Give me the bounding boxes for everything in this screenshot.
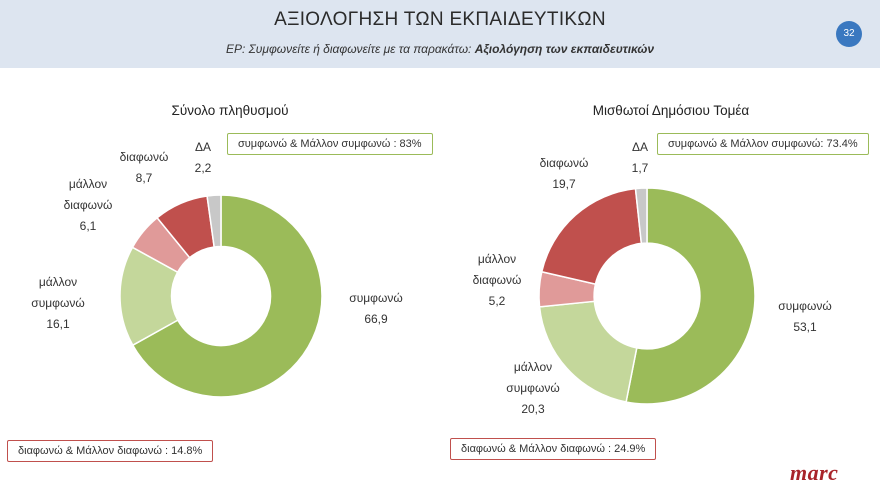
chart-1-slice-agree <box>131 194 323 398</box>
chart-1-label-agree: συμφωνώ 66,9 <box>336 288 416 330</box>
chart-1-category-rather-disagree: μάλλον διαφωνώ <box>63 177 113 212</box>
chart-1-value-dk: 2,2 <box>194 161 212 175</box>
chart-2-value-agree: 53,1 <box>793 320 817 334</box>
chart-1-label-dk: ΔΑ 2,2 <box>183 137 223 179</box>
chart-1-label-rather-disagree: μάλλον διαφωνώ 6,1 <box>53 174 123 237</box>
chart-1-value-rather-disagree: 6,1 <box>79 219 97 233</box>
chart-2-label-dk: ΔΑ 1,7 <box>620 137 660 179</box>
page-number-badge: 32 <box>836 21 862 47</box>
chart-1-slice-dk <box>206 194 222 248</box>
question-subtitle: ΕΡ: Συμφωνείτε ή διαφωνείτε με τα παρακά… <box>0 42 880 56</box>
chart-1-agree-box: συμφωνώ & Μάλλον συμφωνώ : 83% <box>227 133 433 155</box>
chart-1-label-disagree: διαφωνώ 8,7 <box>109 147 179 189</box>
chart-2-title: Μισθωτοί Δημόσιου Τομέα <box>592 103 750 118</box>
chart-2-slice-disagree <box>540 187 643 286</box>
chart-2-value-rather-agree: 20,3 <box>521 402 545 416</box>
subtitle-prefix: ΕΡ: Συμφωνείτε ή διαφωνείτε με τα παρακά… <box>225 42 472 56</box>
chart-2-value-disagree: 19,7 <box>552 177 576 191</box>
chart-2-slice-agree <box>625 187 756 405</box>
chart-2-slice-dk <box>634 187 648 245</box>
chart-2-value-dk: 1,7 <box>631 161 649 175</box>
chart-1-title: Σύνολο πληθυσμού <box>171 103 289 118</box>
chart-1-category-dk: ΔΑ <box>194 140 212 154</box>
chart-1-category-agree: συμφωνώ <box>349 291 403 305</box>
chart-2-donut <box>538 187 756 405</box>
chart-1-value-rather-agree: 16,1 <box>46 317 70 331</box>
chart-1-value-agree: 66,9 <box>364 312 388 326</box>
subtitle-bold: Αξιολόγηση των εκπαιδευτικών <box>474 42 655 56</box>
chart-1-category-rather-agree: μάλλον συμφωνώ <box>31 275 85 310</box>
chart-1-value-disagree: 8,7 <box>135 171 153 185</box>
page-title: ΑΞΙΟΛΟΓΗΣΗ ΤΩΝ ΕΚΠΑΙΔΕΥΤΙΚΩΝ <box>274 9 606 30</box>
chart-1-label-rather-agree: μάλλον συμφωνώ 16,1 <box>18 272 98 335</box>
chart-2-label-agree: συμφωνώ 53,1 <box>765 296 845 338</box>
chart-2-label-disagree: διαφωνώ 19,7 <box>529 153 599 195</box>
chart-1-disagree-box: διαφωνώ & Μάλλον διαφωνώ : 14.8% <box>7 440 214 462</box>
chart-2-agree-box: συμφωνώ & Μάλλον συμφωνώ: 73.4% <box>657 133 869 155</box>
chart-2-category-dk: ΔΑ <box>631 140 649 154</box>
chart-1-category-disagree: διαφωνώ <box>119 150 169 164</box>
chart-2-label-rather-disagree: μάλλον διαφωνώ 5,2 <box>462 249 532 312</box>
chart-2-label-rather-agree: μάλλον συμφωνώ 20,3 <box>493 357 573 420</box>
chart-1-donut <box>119 194 323 398</box>
marc-logo: marc <box>790 460 839 485</box>
chart-2-disagree-box: διαφωνώ & Μάλλον διαφωνώ : 24.9% <box>450 438 657 460</box>
chart-2-category-rather-disagree: μάλλον διαφωνώ <box>472 252 522 287</box>
chart-2-category-agree: συμφωνώ <box>778 299 832 313</box>
chart-2-category-disagree: διαφωνώ <box>539 156 589 170</box>
chart-2-category-rather-agree: μάλλον συμφωνώ <box>506 360 560 395</box>
header-bar: ΑΞΙΟΛΟΓΗΣΗ ΤΩΝ ΕΚΠΑΙΔΕΥΤΙΚΩΝ ΕΡ: Συμφωνε… <box>0 0 880 68</box>
chart-2-value-rather-disagree: 5,2 <box>488 294 506 308</box>
